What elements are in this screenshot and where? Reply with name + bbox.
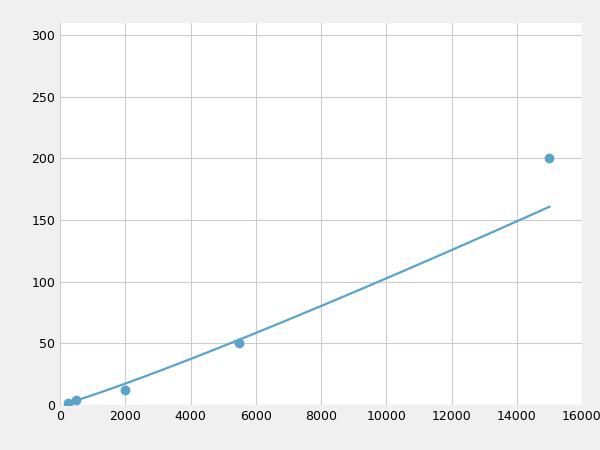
Point [121,387,130,394]
Point [71,396,81,404]
Point [235,340,244,347]
Point [545,155,554,162]
Point [64,399,73,406]
